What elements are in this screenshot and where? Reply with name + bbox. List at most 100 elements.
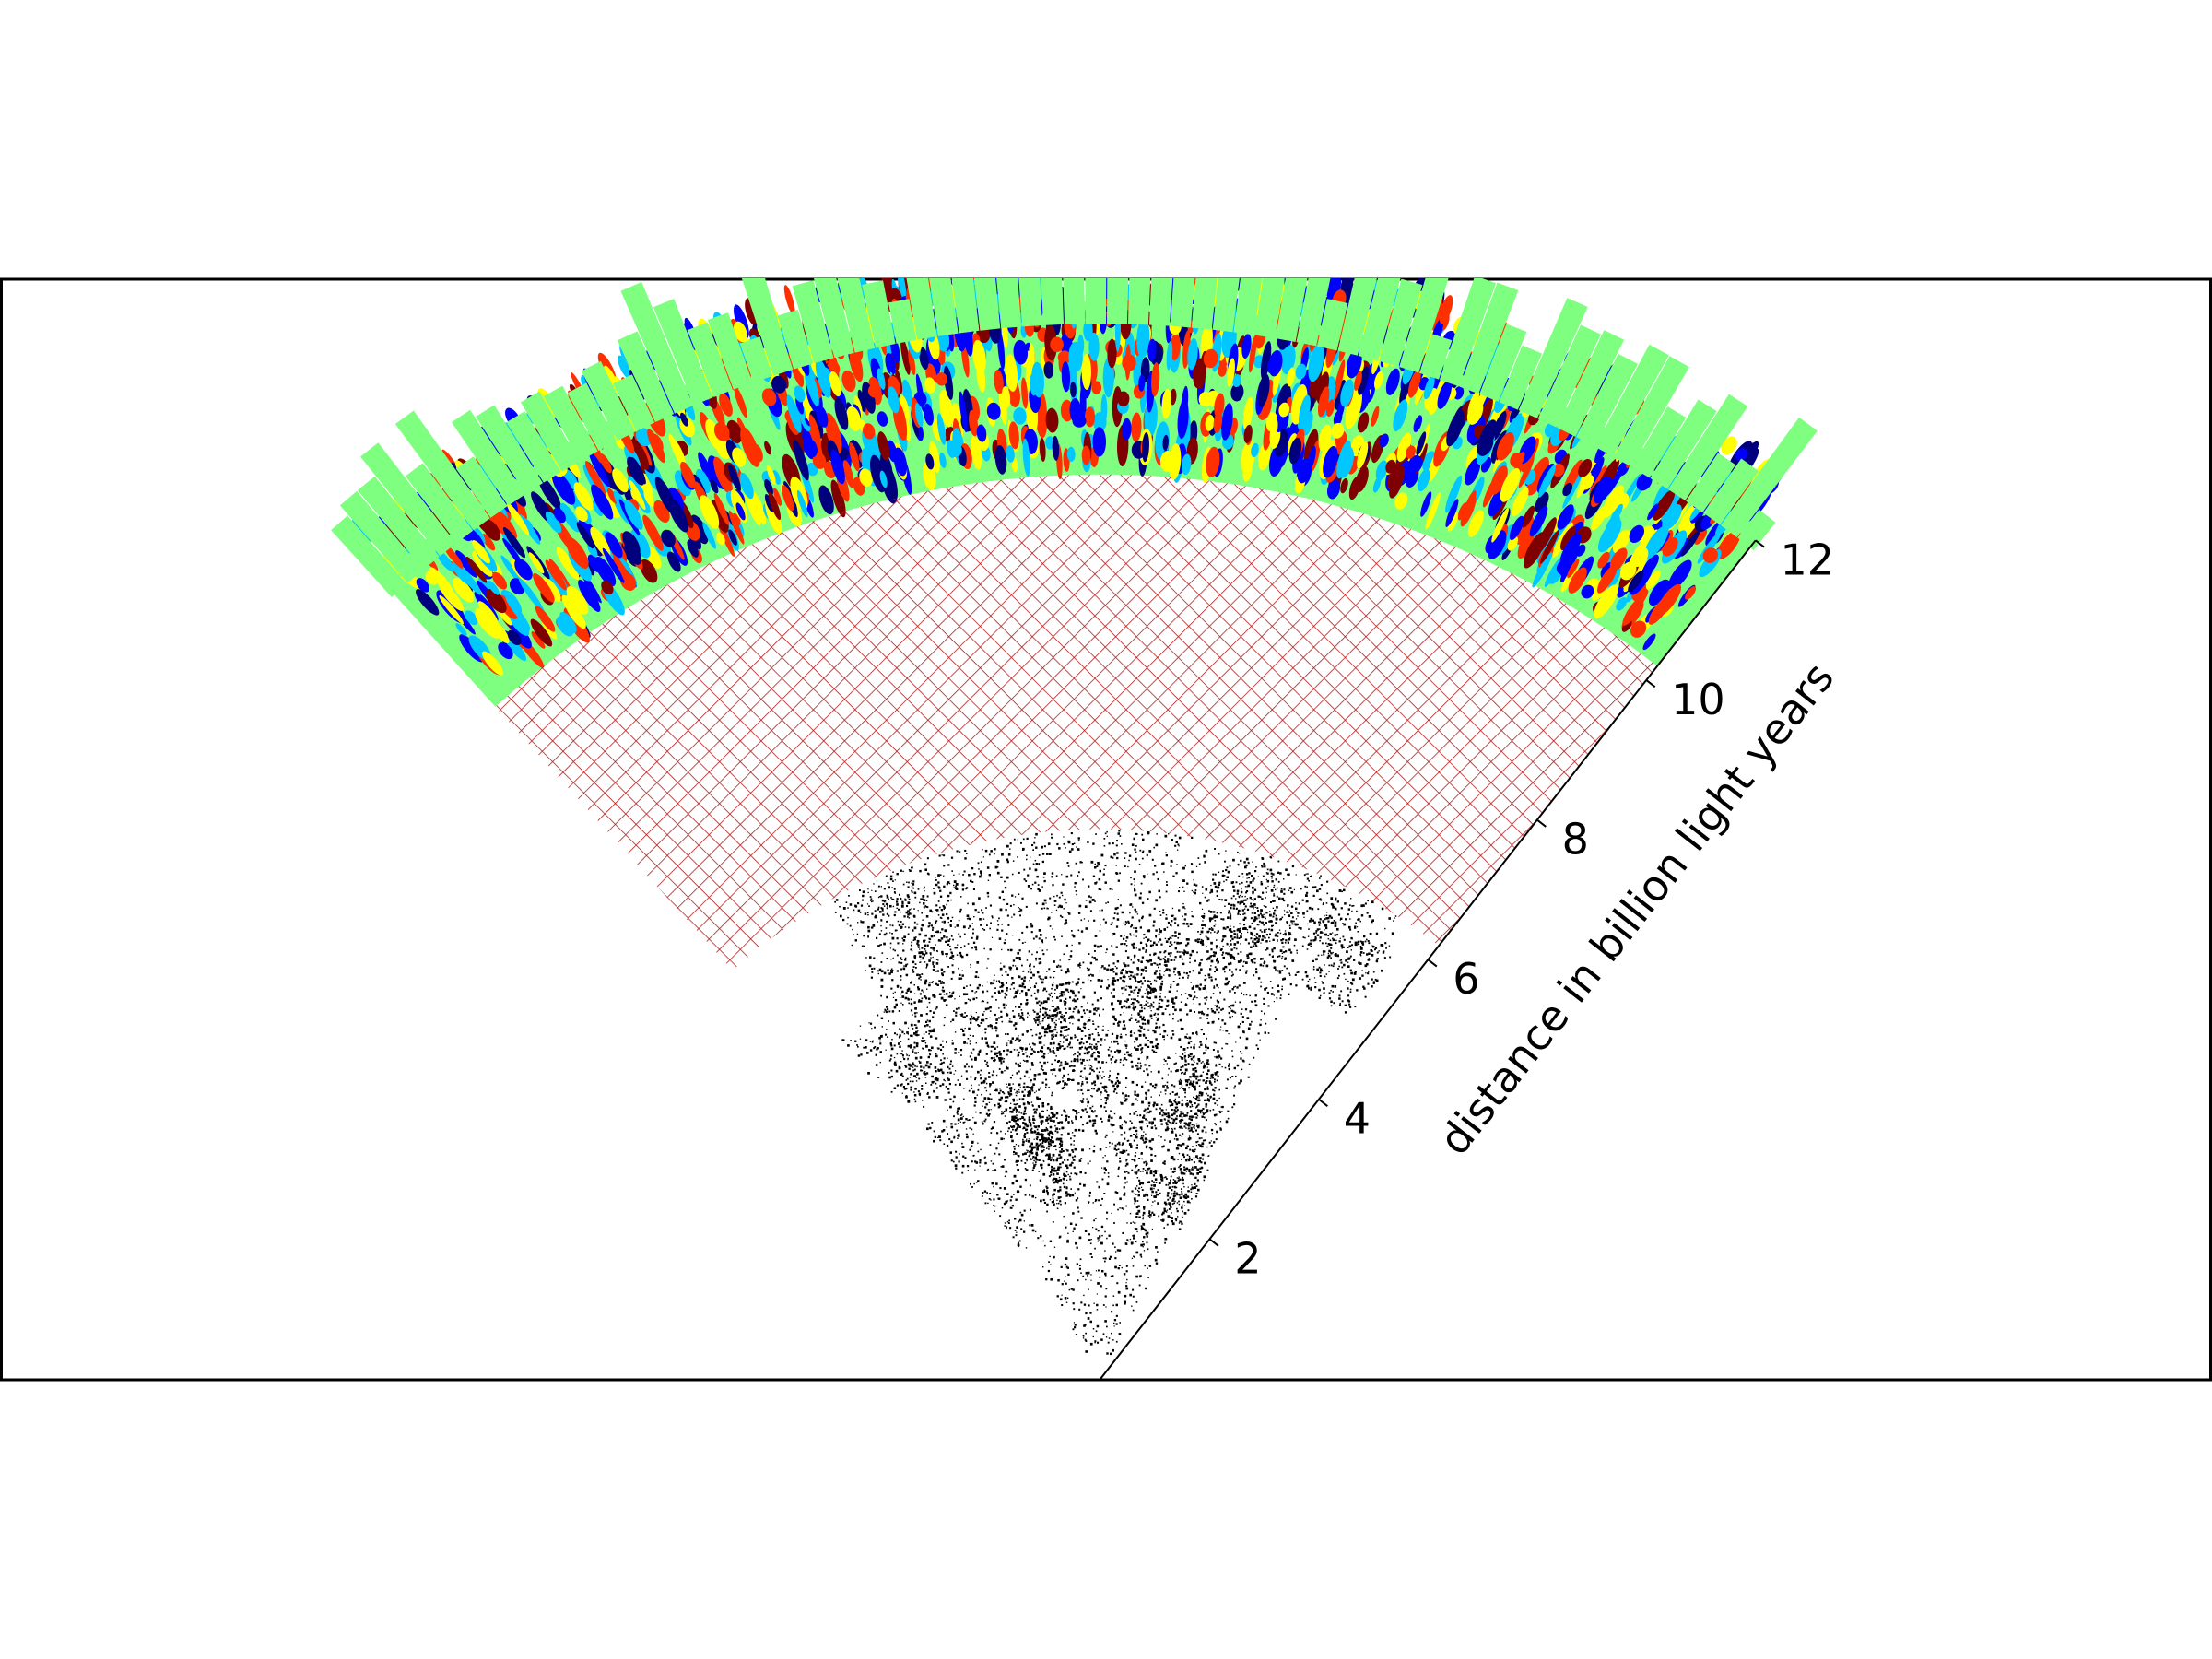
galaxy-point [1178,932,1181,935]
galaxy-point [1232,885,1235,888]
galaxy-point [1200,1062,1203,1064]
galaxy-point [1270,928,1274,932]
intensity-blob [1417,468,1430,492]
galaxy-point [1029,1154,1031,1156]
galaxy-point [1268,936,1270,939]
galaxy-point [1013,1153,1015,1156]
galaxy-point [1081,1129,1085,1132]
galaxy-point [1197,857,1200,859]
galaxy-point [1347,994,1350,997]
galaxy-point [1217,1104,1218,1106]
galaxy-point [1158,1182,1161,1184]
galaxy-point [1345,959,1347,962]
galaxy-point [951,971,955,974]
galaxy-point [1095,1330,1098,1333]
intensity-blob [818,440,830,464]
galaxy-point [1071,930,1073,932]
galaxy-point [1225,977,1228,981]
galaxy-point [959,1153,960,1155]
galaxy-point [1207,1155,1209,1157]
galaxy-point [1333,1002,1335,1005]
intensity-blob [667,498,688,533]
galaxy-point [926,944,929,947]
galaxy-point [1264,936,1266,939]
galaxy-point [1124,1294,1127,1298]
galaxy-point [892,957,894,959]
galaxy-point [1201,1142,1205,1146]
galaxy-point [930,935,934,938]
galaxy-point [1059,1163,1062,1166]
galaxy-point [1113,1322,1115,1324]
galaxy-point [1058,847,1061,850]
galaxy-point [1136,1093,1140,1097]
galaxy-point [1101,965,1104,968]
galaxy-point [1164,1139,1166,1141]
galaxy-point [1115,1340,1118,1343]
galaxy-point [1031,953,1033,956]
galaxy-point [1171,1130,1174,1134]
galaxy-point [907,1082,910,1086]
galaxy-point [1135,845,1137,847]
galaxy-point [1134,998,1136,1001]
galaxy-point [1112,1242,1114,1245]
galaxy-point [1117,1208,1119,1211]
galaxy-point [1143,1007,1146,1010]
galaxy-point [1126,1181,1128,1183]
intensity-blob [1079,383,1087,422]
galaxy-point [1269,920,1272,922]
intensity-blob [726,419,743,443]
galaxy-point [1233,930,1236,933]
intensity-blob [1258,441,1271,471]
galaxy-point [1075,1223,1077,1226]
galaxy-point [928,1049,931,1052]
galaxy-point [1056,1182,1059,1184]
intensity-blob [695,468,711,494]
galaxy-point [1270,901,1272,903]
galaxy-point [1090,1274,1092,1276]
galaxy-point [1153,907,1156,910]
galaxy-point [1083,1067,1086,1070]
galaxy-point [948,1138,951,1141]
galaxy-point [1182,1119,1184,1122]
galaxy-point [915,1024,917,1026]
galaxy-point [1170,1179,1171,1181]
galaxy-point [955,1150,958,1153]
galaxy-point [1349,941,1351,943]
galaxy-point [1196,997,1198,999]
galaxy-point [1155,1038,1158,1041]
galaxy-point [1136,1185,1138,1187]
galaxy-point [1064,1202,1066,1205]
galaxy-point [1229,1077,1231,1079]
galaxy-point [1086,967,1088,970]
galaxy-point [886,907,888,910]
intensity-fringe [1106,278,1129,324]
galaxy-point [1102,1071,1104,1073]
galaxy-point [1147,1181,1151,1183]
galaxy-point [1171,1117,1173,1120]
galaxy-point [1216,959,1218,962]
galaxy-point [1158,889,1160,893]
galaxy-point [1367,972,1370,975]
galaxy-point [1071,944,1073,947]
galaxy-point [1147,1040,1149,1041]
galaxy-point [1159,1119,1163,1122]
galaxy-point [1119,1058,1122,1061]
galaxy-point [1336,954,1339,958]
galaxy-point [1003,941,1006,945]
galaxy-point [1359,947,1363,950]
galaxy-point [1305,892,1308,894]
galaxy-point [1048,1135,1051,1137]
galaxy-point [1312,886,1315,889]
intensity-blob [808,414,822,448]
galaxy-point [1208,1100,1210,1102]
galaxy-point [1023,1134,1026,1136]
intensity-blob [1616,597,1628,611]
intensity-blob [1597,518,1622,553]
intensity-blob [1394,492,1408,510]
galaxy-point [1065,1175,1067,1177]
galaxy-point [1035,1153,1039,1157]
galaxy-point [980,1069,982,1072]
galaxy-point [1341,966,1344,969]
galaxy-point [1332,965,1335,968]
galaxy-point [1008,1020,1011,1023]
